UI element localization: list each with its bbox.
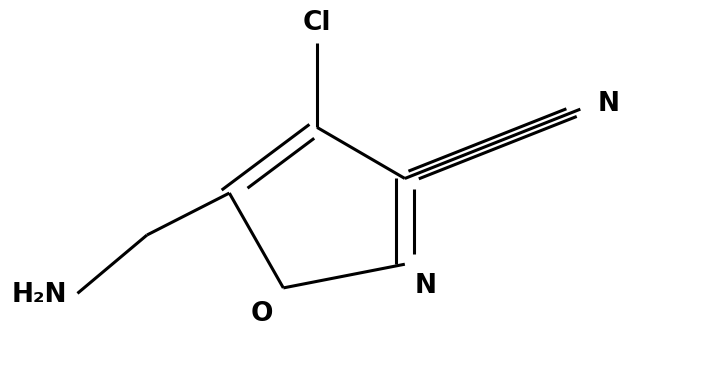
Text: N: N [597,91,619,117]
Text: Cl: Cl [303,10,331,36]
Text: O: O [251,301,273,327]
Text: H₂N: H₂N [12,282,67,308]
Text: N: N [415,273,437,299]
